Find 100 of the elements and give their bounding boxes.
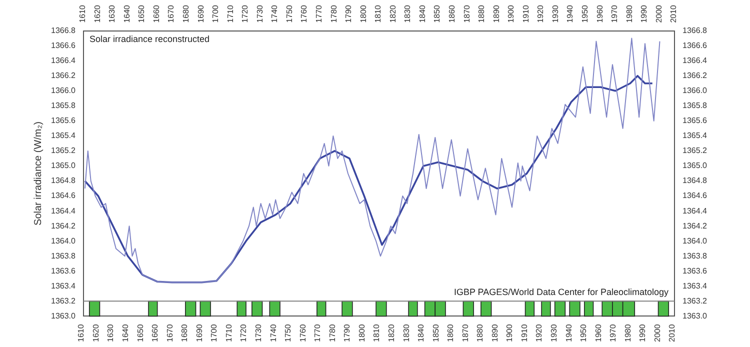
x-tick-label: 1610 <box>78 4 88 23</box>
x-tick-label: 2000 <box>654 4 664 23</box>
x-tick-label: 1690 <box>196 4 206 23</box>
x-tick-label: 1650 <box>137 4 146 23</box>
y-tick-label: 1363.6 <box>51 266 76 276</box>
y2-tick-label: 1365.6 <box>682 116 708 126</box>
x2-tick-label: 1670 <box>165 324 174 342</box>
chart-title: Solar irradiance reconstructed <box>89 34 210 44</box>
x-tick-label: 1930 <box>550 4 560 23</box>
x2-tick-label: 1710 <box>224 324 234 342</box>
y2-tick-label: 1366.0 <box>682 86 708 96</box>
x-tick-label: 1780 <box>329 4 338 23</box>
x2-tick-label: 2010 <box>668 324 677 342</box>
x2-tick-label: 1930 <box>550 324 559 342</box>
x-tick-label: 1960 <box>595 4 604 23</box>
x-tick-label: 1860 <box>447 4 456 23</box>
x-tick-label: 1810 <box>374 4 383 23</box>
x2-tick-label: 1610 <box>76 324 86 342</box>
x2-tick-label: 1730 <box>254 324 263 342</box>
x2-tick-label: 1820 <box>386 324 396 342</box>
x2-tick-label: 1630 <box>106 324 116 342</box>
x2-tick-label: 1660 <box>150 324 160 342</box>
y2-tick-label: 1363.0 <box>682 311 708 320</box>
y2-tick-label: 1366.6 <box>682 41 708 50</box>
x2-tick-label: 1970 <box>608 324 618 342</box>
x2-tick-label: 1910 <box>520 324 529 342</box>
x2-tick-label: 1980 <box>623 324 632 342</box>
x-tick-label: 1660 <box>152 4 161 23</box>
x-tick-label: 1700 <box>211 4 220 23</box>
x-tick-label: 1750 <box>284 4 294 23</box>
x2-tick-label: 1800 <box>357 324 366 342</box>
y2-tick-label: 1364.8 <box>682 176 708 186</box>
x2-tick-label: 1640 <box>121 324 130 342</box>
y2-tick-label: 1363.8 <box>682 251 708 260</box>
x-tick-label: 1670 <box>166 4 176 23</box>
y-tick-label: 1363.0 <box>51 311 76 320</box>
y-tick-label: 1366.4 <box>51 56 76 66</box>
x-tick-label: 2010 <box>669 4 678 23</box>
y-tick-label: 1363.4 <box>51 281 76 290</box>
x2-tick-label: 1840 <box>416 324 426 342</box>
x-tick-label: 1970 <box>610 4 620 23</box>
y2-tick-label: 1364.0 <box>682 236 708 246</box>
x-tick-label: 1980 <box>624 4 634 23</box>
y-tick-label: 1365.8 <box>51 101 76 110</box>
y2-tick-label: 1365.2 <box>682 146 708 156</box>
y-tick-label: 1366.2 <box>51 71 76 80</box>
x2-tick-label: 1890 <box>490 324 500 342</box>
x-tick-label: 1640 <box>122 4 132 23</box>
x2-tick-label: 1780 <box>328 324 337 342</box>
x2-tick-label: 1700 <box>210 324 219 342</box>
y-axis-title: Solar irradiance (W/m₂) <box>32 122 44 226</box>
y2-tick-label: 1365.4 <box>682 131 708 140</box>
x2-tick-label: 1870 <box>460 324 470 342</box>
x2-tick-label: 1850 <box>431 324 440 342</box>
x-tick-label: 1880 <box>477 4 486 23</box>
x-tick-label: 1940 <box>566 4 575 23</box>
y2-tick-label: 1364.4 <box>682 206 708 216</box>
y2-tick-label: 1363.2 <box>682 296 708 306</box>
x2-tick-label: 1990 <box>638 324 648 342</box>
x-tick-label: 1630 <box>108 4 117 23</box>
x-tick-label: 1720 <box>240 4 250 23</box>
x-tick-label: 1730 <box>255 4 264 23</box>
y-tick-label: 1364.2 <box>51 221 76 230</box>
x2-tick-label: 1900 <box>505 324 514 342</box>
x-tick-label: 1950 <box>580 4 590 23</box>
y-tick-label: 1364.0 <box>51 236 76 246</box>
x2-tick-label: 1650 <box>136 324 145 342</box>
x2-tick-label: 1680 <box>180 324 190 342</box>
x-tick-label: 1740 <box>270 4 280 23</box>
y2-tick-label: 1366.2 <box>682 71 708 80</box>
x-tick-label: 1910 <box>521 4 530 23</box>
x2-tick-label: 1690 <box>194 324 204 342</box>
x-tick-label: 1990 <box>640 4 649 23</box>
x2-tick-label: 2000 <box>652 324 662 342</box>
x2-tick-label: 1830 <box>402 324 411 342</box>
x2-tick-label: 1880 <box>476 324 485 342</box>
x-tick-label: 1820 <box>388 4 398 23</box>
x-tick-label: 1920 <box>536 4 546 23</box>
y-tick-label: 1364.4 <box>51 206 76 216</box>
y2-tick-label: 1364.2 <box>682 221 708 230</box>
x-tick-label: 1770 <box>314 4 324 23</box>
x2-tick-label: 1620 <box>91 324 100 342</box>
x-tick-label: 1620 <box>92 4 102 23</box>
x-tick-label: 1890 <box>492 4 501 23</box>
y2-tick-label: 1363.6 <box>682 266 708 276</box>
y2-tick-label: 1365.0 <box>682 161 708 170</box>
x-tick-label: 1800 <box>358 4 368 23</box>
x-tick-label: 1680 <box>182 4 191 23</box>
x-tick-label: 1850 <box>432 4 442 23</box>
y-tick-label: 1363.8 <box>51 251 76 260</box>
y-tick-label: 1364.6 <box>51 191 76 200</box>
x2-tick-label: 1920 <box>534 324 544 342</box>
x-tick-label: 1790 <box>344 4 354 23</box>
annotation: IGBP PAGES/World Data Center for Paleoclimatology <box>454 287 670 298</box>
y-tick-label: 1366.0 <box>51 86 76 96</box>
y-tick-label: 1365.6 <box>51 116 76 126</box>
y2-tick-label: 1366.4 <box>682 56 708 66</box>
y-tick-label: 1365.4 <box>51 131 76 140</box>
x-tick-label: 1870 <box>462 4 472 23</box>
x-tick-label: 1830 <box>403 4 412 23</box>
